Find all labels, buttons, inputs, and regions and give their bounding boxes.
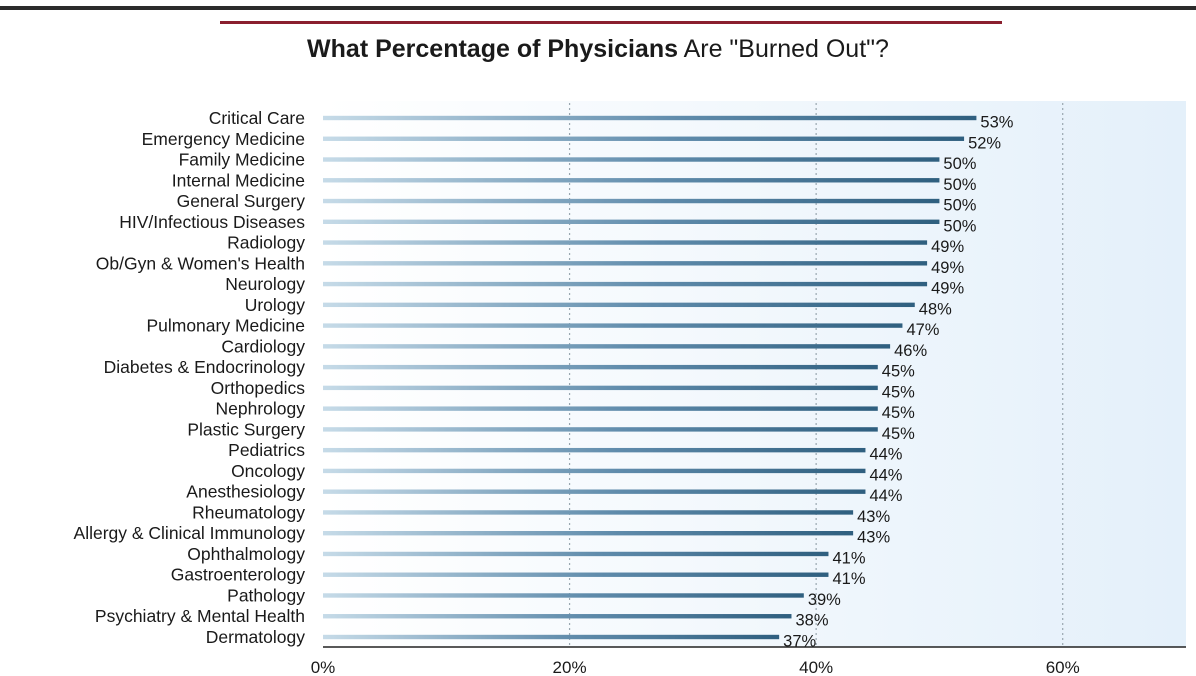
value-label: 44% bbox=[869, 487, 902, 505]
category-label: Family Medicine bbox=[179, 150, 305, 170]
category-label: Cardiology bbox=[221, 336, 305, 356]
category-label: Nephrology bbox=[216, 399, 306, 419]
bar bbox=[323, 302, 915, 308]
bars bbox=[323, 115, 977, 640]
value-label: 52% bbox=[968, 134, 1001, 152]
bar bbox=[323, 614, 792, 619]
bar bbox=[323, 447, 866, 453]
value-label: 50% bbox=[943, 155, 976, 173]
bar bbox=[323, 572, 829, 577]
value-label: 53% bbox=[980, 114, 1013, 132]
category-label: Psychiatry & Mental Health bbox=[95, 606, 305, 626]
bar bbox=[323, 593, 804, 598]
bar bbox=[323, 468, 866, 474]
category-label: Allergy & Clinical Immunology bbox=[74, 523, 306, 543]
value-label: 45% bbox=[882, 383, 915, 401]
chart-title-rest: Are "Burned Out"? bbox=[678, 35, 889, 63]
category-label: Oncology bbox=[231, 461, 305, 481]
x-tick-label: 60% bbox=[1046, 658, 1080, 676]
bar bbox=[323, 136, 965, 141]
bar bbox=[323, 198, 940, 204]
category-label: Urology bbox=[245, 295, 306, 315]
category-label: HIV/Infectious Diseases bbox=[119, 212, 305, 232]
category-label: Gastroenterology bbox=[171, 565, 305, 585]
bar bbox=[323, 178, 940, 183]
bar bbox=[323, 281, 928, 287]
value-label: 37% bbox=[783, 633, 816, 651]
value-label: 43% bbox=[857, 529, 890, 547]
category-label: Emergency Medicine bbox=[142, 129, 305, 149]
bar bbox=[323, 261, 928, 266]
category-label: Neurology bbox=[225, 274, 305, 294]
value-label: 49% bbox=[931, 280, 964, 298]
value-label: 47% bbox=[906, 321, 939, 339]
category-label: Diabetes & Endocrinology bbox=[104, 357, 306, 377]
bar bbox=[323, 427, 878, 432]
value-label: 48% bbox=[919, 300, 952, 318]
category-label: Ob/Gyn & Women's Health bbox=[96, 253, 305, 273]
x-tick-label: 20% bbox=[553, 658, 587, 676]
bar bbox=[323, 551, 829, 557]
title-accent-rule bbox=[220, 21, 1002, 24]
bar bbox=[323, 531, 854, 536]
chart-title-bold: What Percentage of Physicians bbox=[307, 35, 678, 63]
bar bbox=[323, 364, 878, 370]
value-label: 45% bbox=[882, 425, 915, 443]
category-label: Critical Care bbox=[209, 108, 305, 128]
category-label: Internal Medicine bbox=[172, 170, 305, 190]
value-label: 46% bbox=[894, 342, 927, 360]
value-label: 41% bbox=[832, 570, 865, 588]
bar bbox=[323, 240, 928, 245]
value-label: 44% bbox=[869, 446, 902, 464]
category-label: Ophthalmology bbox=[187, 544, 305, 564]
category-label: Pediatrics bbox=[228, 440, 305, 460]
bar bbox=[323, 489, 866, 494]
value-label: 50% bbox=[943, 217, 976, 235]
value-label: 45% bbox=[882, 363, 915, 381]
category-label: General Surgery bbox=[177, 191, 306, 211]
value-label: 43% bbox=[857, 508, 890, 526]
value-label: 50% bbox=[943, 197, 976, 215]
top-rule bbox=[0, 6, 1196, 10]
chart-title: What Percentage of Physicians Are "Burne… bbox=[0, 31, 1196, 67]
x-axis: 0% 20% 40% 60% bbox=[311, 646, 1186, 676]
bar bbox=[323, 344, 891, 349]
bar bbox=[323, 385, 878, 391]
bar bbox=[323, 510, 854, 515]
value-label: 39% bbox=[808, 591, 841, 609]
category-label: Dermatology bbox=[206, 627, 305, 647]
bar bbox=[323, 406, 878, 411]
category-label: Radiology bbox=[227, 233, 305, 253]
value-label: 50% bbox=[943, 176, 976, 194]
value-labels: 53% 52% 50% 50% 50% 50% 49% 49% 49% 48% 47% 46% 45% 4… bbox=[783, 114, 1014, 651]
category-label: Orthopedics bbox=[211, 378, 306, 398]
value-label: 49% bbox=[931, 238, 964, 256]
x-tick-label: 0% bbox=[311, 658, 336, 676]
value-label: 41% bbox=[832, 549, 865, 567]
bar bbox=[323, 219, 940, 224]
value-label: 38% bbox=[795, 612, 828, 630]
bar bbox=[323, 115, 977, 121]
value-label: 44% bbox=[869, 466, 902, 484]
category-label: Anesthesiology bbox=[186, 482, 305, 502]
category-label: Rheumatology bbox=[192, 502, 305, 522]
bar bbox=[323, 157, 940, 162]
bar bbox=[323, 323, 903, 328]
x-tick-label: 40% bbox=[799, 658, 833, 676]
category-label: Plastic Surgery bbox=[187, 419, 305, 439]
bar bbox=[323, 634, 780, 640]
category-label: Pulmonary Medicine bbox=[146, 316, 305, 336]
plot-area bbox=[323, 101, 1186, 647]
category-label: Pathology bbox=[227, 585, 305, 605]
value-label: 49% bbox=[931, 259, 964, 277]
value-label: 45% bbox=[882, 404, 915, 422]
